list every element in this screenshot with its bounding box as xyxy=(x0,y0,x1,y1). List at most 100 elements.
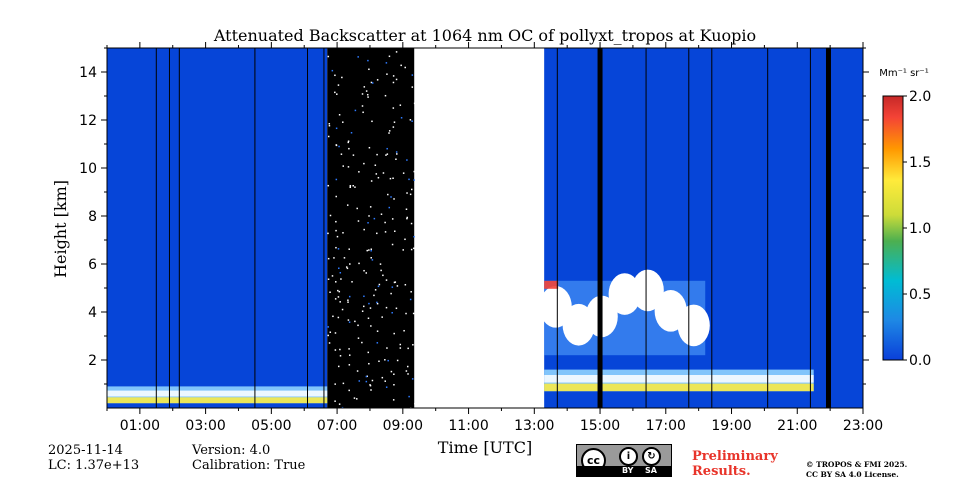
noise-speck xyxy=(384,359,386,361)
noise-speck xyxy=(370,180,373,182)
noise-speck xyxy=(356,398,358,400)
noise-speck xyxy=(365,90,368,92)
y-tick-label: 6 xyxy=(88,257,97,273)
colorbar-tick-label: 1.0 xyxy=(909,221,931,237)
noise-speck xyxy=(346,267,349,270)
noise-speck xyxy=(388,132,390,134)
noise-speck xyxy=(377,285,380,288)
noise-speck xyxy=(332,315,334,318)
noise-speck xyxy=(367,222,369,224)
noise-speck xyxy=(406,192,408,194)
noise-speck xyxy=(412,312,415,315)
boundary-layer-white-1 xyxy=(544,375,814,383)
noise-speck xyxy=(409,193,412,196)
noise-speck xyxy=(347,141,350,144)
noise-speck xyxy=(410,188,413,191)
noise-speck xyxy=(405,312,407,315)
noise-speck xyxy=(361,93,364,95)
noise-speck xyxy=(339,301,341,303)
colorbar: Mm⁻¹ sr⁻¹ 0.0 0.5 1.0 1.5 2.0 xyxy=(879,68,931,369)
noise-speck xyxy=(347,140,350,143)
cloud-puff xyxy=(631,269,664,312)
noise-speck xyxy=(329,291,331,293)
noise-speck xyxy=(408,178,410,181)
copyright-line-1: © TROPOS & FMI 2025. xyxy=(806,460,908,469)
noise-speck xyxy=(376,302,379,305)
noise-speck xyxy=(338,267,340,270)
noise-speck xyxy=(376,153,378,156)
noise-speck xyxy=(334,349,337,351)
noise-speck xyxy=(368,215,370,217)
noise-speck xyxy=(392,107,395,109)
noise-speck xyxy=(335,127,338,130)
noise-speck xyxy=(367,96,369,98)
noise-speck xyxy=(370,325,372,327)
noise-speck xyxy=(367,59,369,62)
noise-speck xyxy=(329,331,332,333)
noise-speck xyxy=(371,82,374,84)
colorbar-tick-label: 2.0 xyxy=(909,89,931,105)
noise-speck xyxy=(368,146,371,149)
noise-speck xyxy=(354,320,356,323)
noise-speck xyxy=(385,154,387,156)
noise-speck xyxy=(370,257,372,259)
noise-speck xyxy=(395,307,398,310)
noise-speck xyxy=(399,104,402,106)
noise-speck xyxy=(349,184,352,187)
noise-speck xyxy=(404,66,406,69)
noise-speck xyxy=(396,285,399,287)
noise-speck xyxy=(347,299,349,301)
noise-speck xyxy=(373,294,375,297)
noise-speck xyxy=(369,384,371,386)
cloud-puff xyxy=(677,304,710,347)
noise-speck xyxy=(371,120,373,123)
noise-speck xyxy=(406,365,409,368)
footer-version: Version: 4.0 xyxy=(192,443,271,458)
noise-speck xyxy=(363,269,365,272)
noise-speck xyxy=(413,102,416,105)
noise-speck xyxy=(406,216,408,219)
noise-speck xyxy=(338,114,341,116)
noise-speck xyxy=(334,91,336,94)
noise-speck xyxy=(402,172,405,174)
noise-speck xyxy=(412,344,414,346)
noise-speck xyxy=(337,248,340,250)
noise-speck xyxy=(337,296,340,298)
y-tick-label: 2 xyxy=(88,353,97,369)
noise-speck xyxy=(392,81,395,84)
noise-speck xyxy=(391,243,394,246)
noise-speck xyxy=(358,171,360,173)
noise-speck xyxy=(390,196,392,198)
noise-speck xyxy=(411,378,414,380)
noise-speck xyxy=(328,342,331,344)
cc-license-badge: cc i ↻ BY SA xyxy=(576,444,672,477)
noise-speck xyxy=(356,207,358,210)
noise-speck xyxy=(351,281,353,283)
noise-speck xyxy=(387,193,389,196)
noise-speck xyxy=(363,162,365,165)
noise-speck xyxy=(413,170,416,173)
noise-speck xyxy=(327,257,330,260)
noise-speck xyxy=(393,383,395,386)
noise-speck xyxy=(341,308,344,311)
noise-speck xyxy=(406,159,408,161)
noise-speck xyxy=(405,370,408,372)
noise-speck xyxy=(336,235,339,238)
noise-speck xyxy=(339,355,342,357)
noise-speck xyxy=(338,290,341,293)
license-sa-label: SA xyxy=(645,466,657,475)
x-tick-label: 07:00 xyxy=(317,418,357,434)
noise-speck xyxy=(335,220,337,223)
noise-speck xyxy=(366,93,369,96)
noise-speck xyxy=(342,165,345,167)
noise-speck xyxy=(392,177,394,179)
x-tick-label: 13:00 xyxy=(514,418,554,434)
noise-speck xyxy=(363,295,365,298)
noise-speck xyxy=(369,206,372,208)
noise-speck xyxy=(342,382,345,385)
noise-speck xyxy=(328,123,331,125)
noise-speck xyxy=(368,68,370,71)
noise-speck xyxy=(342,232,344,234)
noise-speck xyxy=(348,295,351,298)
plot-frame xyxy=(106,47,864,409)
